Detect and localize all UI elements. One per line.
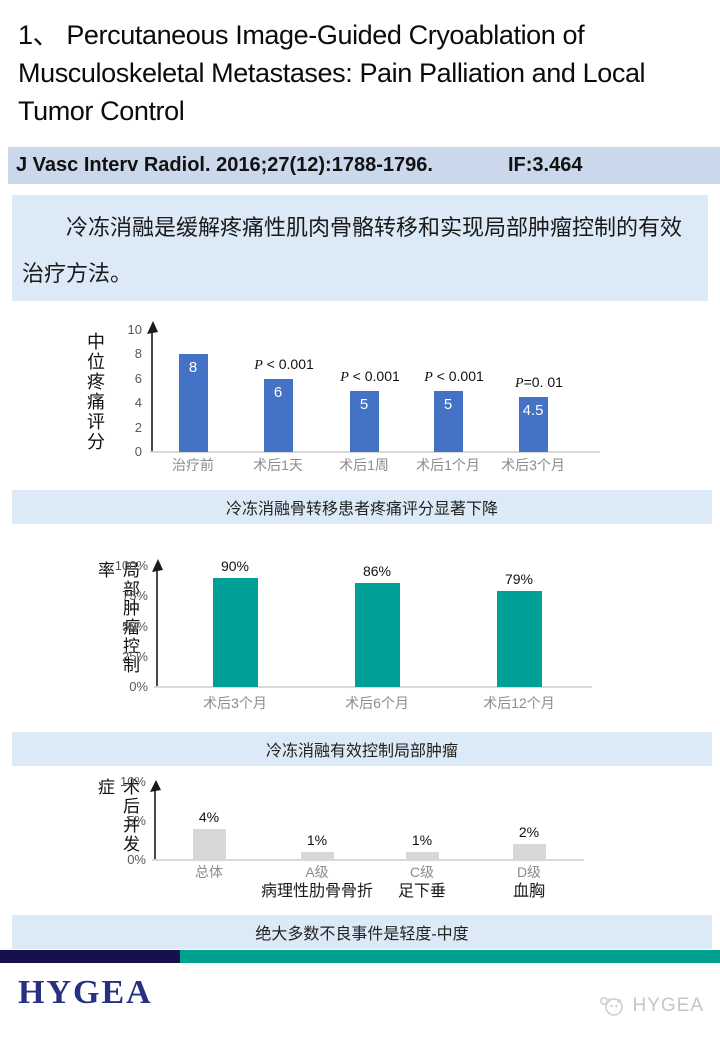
x-axis-sub-label: 血胸 — [512, 883, 545, 900]
p-value-label: P < 0.001 — [340, 368, 400, 385]
bar-value-label: 8 — [188, 359, 198, 377]
x-axis-category-label: 治疗前 — [172, 457, 214, 473]
y-axis-tick-label: 75% — [121, 588, 148, 604]
complications-chart-caption: 绝大多数不良事件是轻度-中度 — [12, 915, 712, 949]
watermark-text: HYGEA — [632, 995, 704, 1016]
tumor-chart-y-axis-label: 局部肿瘤控制率 — [95, 561, 139, 675]
y-axis-arrow-icon — [150, 780, 161, 861]
bar — [405, 852, 439, 860]
footer-stripe-navy-segment — [0, 950, 180, 963]
y-axis-tick-label: 10 — [127, 322, 142, 337]
summary-text: 冷冻消融是缓解疼痛性肌肉骨骼转移和实现局部肿瘤控制的有效治疗方法。 — [22, 215, 683, 286]
x-axis-category-label: 术后1个月 — [416, 457, 480, 473]
bar — [349, 391, 379, 452]
x-axis-category-label: 术后1周 — [339, 457, 389, 473]
x-axis-category-label: C级 — [409, 864, 435, 880]
y-axis-tick-label: 50% — [121, 618, 148, 634]
bar-value-label: 4% — [198, 808, 220, 825]
pain-score-chart: 中位疼痛评分 0 2 4 6 8 10 8 治疗前 6 P < 0.001 术后1天 5 P < 0.0… — [0, 315, 720, 490]
x-axis-sub-label: 病理性肋骨骨折 — [260, 883, 373, 900]
pain-chart-caption: 冷冻消融骨转移患者疼痛评分显著下降 — [12, 490, 712, 524]
x-axis-category-label: D级 — [516, 864, 542, 880]
y-axis-tick-label: 8 — [134, 346, 142, 362]
citation-bar: J Vasc Interv Radiol. 2016;27(12):1788-1… — [8, 147, 720, 184]
hygea-watermark-icon — [600, 997, 624, 1016]
bar — [300, 852, 334, 860]
bar-value-label: 86% — [362, 562, 392, 579]
bar — [178, 354, 208, 452]
bar-value-label: 1% — [306, 832, 328, 849]
y-axis-tick-label: 4 — [134, 395, 142, 411]
p-value-label: P=0. 01 — [515, 374, 563, 392]
p-value-label: P < 0.001 — [424, 368, 484, 385]
impact-factor: IF:3.464 — [508, 154, 583, 176]
x-axis-category-label: 术后3个月 — [501, 457, 565, 473]
y-axis-tick-label: 0 — [134, 444, 142, 459]
y-axis-tick-label: 0% — [129, 679, 148, 694]
bar-value-label: 5 — [443, 396, 453, 413]
y-axis-tick-label: 25% — [121, 648, 148, 664]
bar — [433, 391, 463, 452]
x-axis-category-label: A级 — [305, 864, 329, 880]
x-axis-line — [152, 859, 584, 861]
y-axis-tick-label: 2 — [134, 419, 142, 435]
bar-value-label: 79% — [504, 571, 534, 588]
bar-value-label: 2% — [518, 824, 540, 841]
bar-value-label: 6 — [273, 383, 283, 401]
footer-stripe — [0, 950, 720, 963]
tumor-chart-caption: 冷冻消融有效控制局部肿瘤 — [12, 732, 712, 766]
y-axis-tick-label: 10% — [119, 774, 146, 789]
summary-box: 冷冻消融是缓解疼痛性肌肉骨骼转移和实现局部肿瘤控制的有效治疗方法。 — [12, 195, 708, 301]
bar-value-label: 90% — [220, 558, 250, 575]
bar — [518, 397, 548, 452]
y-axis-tick-label: 6 — [134, 370, 142, 386]
complications-chart-y-axis-label: 术后并发症 — [95, 778, 139, 854]
x-axis-category-label: 术后1天 — [253, 457, 303, 473]
bar-value-label: 1% — [411, 832, 433, 849]
p-value-label: P < 0.001 — [254, 355, 314, 373]
x-axis-category-label: 术后12个月 — [483, 695, 555, 711]
y-axis-arrow-icon — [147, 321, 158, 452]
bar — [192, 828, 226, 860]
x-axis-category-label: 术后3个月 — [203, 695, 267, 711]
watermark: HYGEA — [596, 994, 704, 1018]
x-axis-sub-label: 足下垂 — [397, 883, 446, 900]
bar-value-label: 4.5 — [522, 402, 544, 420]
y-axis-arrow-icon — [152, 559, 163, 688]
journal-citation: J Vasc Interv Radiol. 2016;27(12):1788-1… — [16, 154, 433, 176]
bar — [212, 578, 258, 687]
bar — [496, 591, 542, 687]
y-axis-tick-label: 0% — [127, 852, 146, 867]
bar — [263, 378, 293, 452]
y-axis-tick-label: 100% — [114, 558, 148, 573]
bar — [354, 582, 400, 687]
hygea-logo: HYGEA — [18, 974, 153, 1011]
bar — [512, 844, 546, 860]
page-title: 1、 Percutaneous Image-Guided Cryoablatio… — [18, 20, 646, 126]
complications-chart: 术后并发症 0% 5% 10% 4% 总体 1% A级病理性肋骨骨折 1% C级足下垂 2% D级血… — [0, 772, 720, 915]
x-axis-category-label: 总体 — [195, 864, 223, 880]
pain-chart-y-axis-label: 中位疼痛评分 — [85, 332, 105, 452]
bar-value-label: 5 — [359, 396, 369, 413]
tumor-control-chart: 局部肿瘤控制率 0% 25% 50% 75% 100% 90% 术后3个月 86% 术后6个月 7… — [0, 545, 720, 732]
footer-stripe-teal-segment — [180, 950, 720, 963]
x-axis-category-label: 术后6个月 — [345, 695, 409, 711]
y-axis-tick-label: 5% — [127, 813, 146, 828]
